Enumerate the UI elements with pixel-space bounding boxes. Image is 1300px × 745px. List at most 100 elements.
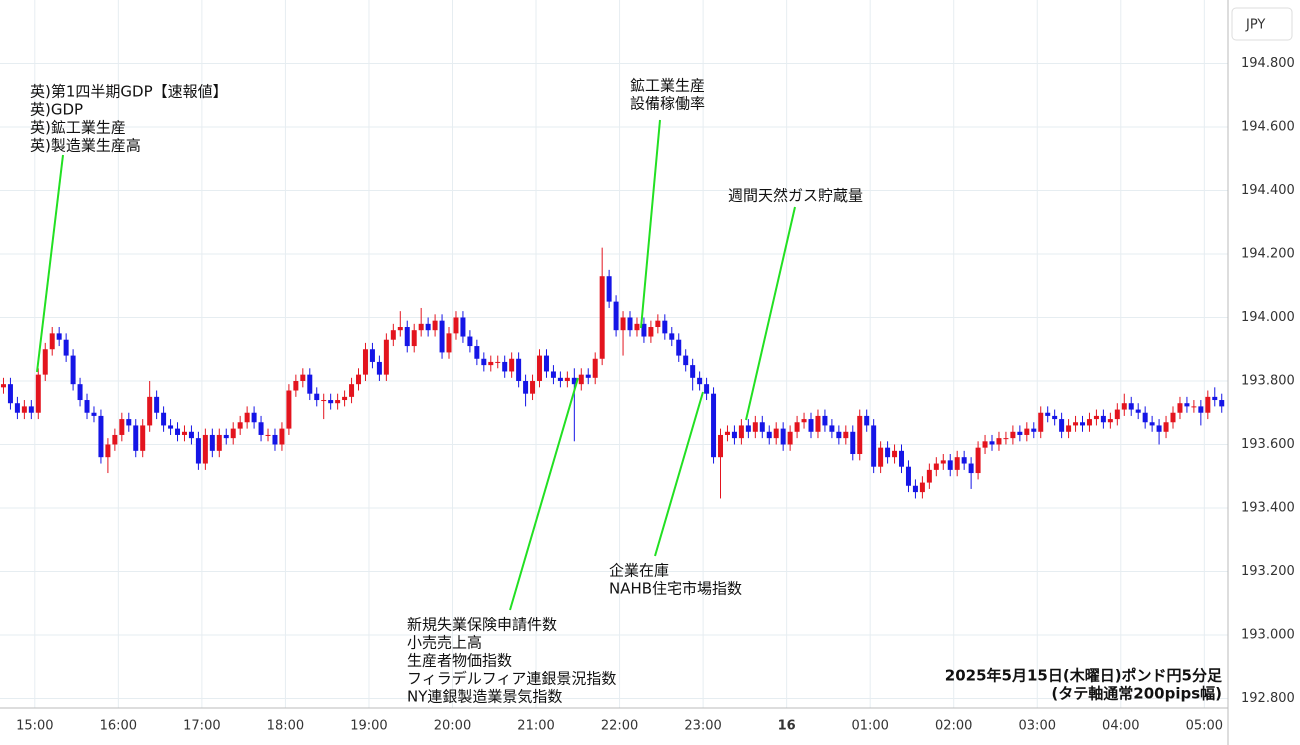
annotation-leader — [36, 154, 64, 373]
annotation-leader — [509, 377, 579, 611]
candle-body — [488, 361, 494, 366]
candle-body — [724, 431, 730, 435]
candle-body — [509, 358, 515, 372]
candle-body — [523, 380, 529, 394]
candle-body — [300, 374, 306, 381]
candle-body — [996, 438, 1002, 445]
candle-body — [175, 428, 181, 435]
annotation-text: 週間天然ガス貯蔵量 — [728, 187, 863, 205]
candle-body — [989, 441, 995, 445]
candle-body — [432, 320, 438, 331]
candle-body — [460, 317, 466, 337]
candle-body — [1205, 396, 1211, 413]
x-tick-label: 22:00 — [601, 719, 638, 734]
candle-body — [738, 425, 744, 439]
candle-body — [641, 323, 647, 337]
candle-body — [940, 460, 946, 464]
candle-body — [425, 323, 431, 331]
candle-body — [202, 434, 208, 464]
candle-body — [961, 457, 967, 464]
candle-body — [968, 463, 974, 474]
candle-body — [7, 384, 13, 404]
x-tick-label: 21:00 — [517, 719, 554, 734]
candle-body — [1121, 403, 1127, 410]
candle-body — [1052, 415, 1058, 420]
candle-body — [954, 457, 960, 470]
candle-body — [223, 434, 229, 439]
candle-body — [599, 276, 605, 359]
candle-body — [780, 428, 786, 445]
candle-body — [161, 412, 167, 426]
x-tick-label: 05:00 — [1186, 719, 1223, 734]
candle-body — [335, 400, 341, 404]
x-tick-label: 02:00 — [935, 719, 972, 734]
candle-body — [272, 434, 278, 445]
annotation-leader — [745, 206, 796, 421]
candle-body — [126, 419, 132, 426]
candle-body — [63, 339, 69, 356]
x-tick-label: 16 — [778, 719, 796, 734]
candle-body — [857, 415, 863, 455]
candle-body — [70, 355, 76, 385]
candle-body — [537, 355, 543, 381]
x-tick-label: 20:00 — [434, 719, 471, 734]
annotation-text: NY連銀製造業景気指数 — [407, 688, 562, 706]
annotation-text: 新規失業保険申請件数 — [407, 616, 557, 634]
candle-body — [892, 450, 898, 458]
candle-body — [718, 434, 724, 458]
candle-body — [195, 438, 201, 464]
candle-body — [1142, 412, 1148, 423]
candle-body — [822, 415, 828, 426]
candle-body — [620, 317, 626, 331]
candle-body — [578, 374, 584, 385]
candle-body — [564, 377, 570, 381]
candle-body — [585, 374, 591, 378]
candle-body — [592, 358, 598, 378]
candle-body — [801, 419, 807, 423]
candle-body — [133, 425, 139, 451]
candle-body — [878, 447, 884, 467]
candle-body — [627, 317, 633, 331]
candle-body — [1149, 422, 1155, 426]
candle-body — [1038, 412, 1044, 432]
candle-body — [28, 406, 34, 413]
candle-body — [982, 441, 988, 448]
candle-body — [1107, 419, 1113, 423]
candle-body — [342, 396, 348, 401]
candle-body — [1017, 431, 1023, 435]
annotation-text: 鉱工業生産 — [630, 77, 705, 95]
candle-body — [293, 380, 299, 391]
y-tick-label: 194.200 — [1241, 246, 1295, 261]
candle-body — [571, 377, 577, 385]
annotation-text: 生産者物価指数 — [407, 652, 512, 670]
y-tick-label: 193.400 — [1241, 500, 1295, 515]
annotation-text: 英)GDP — [30, 101, 83, 119]
candle-body — [411, 330, 417, 347]
y-tick-label: 192.800 — [1241, 691, 1295, 706]
annotation-text: 小売売上高 — [407, 634, 482, 652]
candle-body — [279, 428, 285, 445]
candle-body — [349, 384, 355, 397]
annotation-text: 企業在庫 — [609, 562, 669, 580]
candle-body — [871, 425, 877, 467]
candle-body — [230, 428, 236, 439]
candle-body — [669, 333, 675, 340]
candle-body — [314, 393, 320, 401]
candle-body — [0, 384, 6, 388]
candle-body — [251, 412, 257, 423]
x-tick-label: 03:00 — [1019, 719, 1056, 734]
annotation-text: 英)製造業生産高 — [30, 137, 141, 155]
candle-body — [35, 374, 41, 413]
annotation-text: 英)第1四半期GDP【速報値】 — [30, 83, 228, 101]
candle-body — [98, 415, 104, 458]
candle-body — [885, 447, 891, 458]
x-tick-label: 15:00 — [16, 719, 53, 734]
candle-body — [745, 425, 751, 432]
candle-body — [1059, 419, 1065, 432]
candle-body — [905, 466, 911, 486]
candle-body — [1128, 403, 1134, 410]
candle-body — [759, 422, 765, 432]
annotation-text: 設備稼働率 — [630, 95, 705, 113]
candle-body — [362, 349, 368, 375]
